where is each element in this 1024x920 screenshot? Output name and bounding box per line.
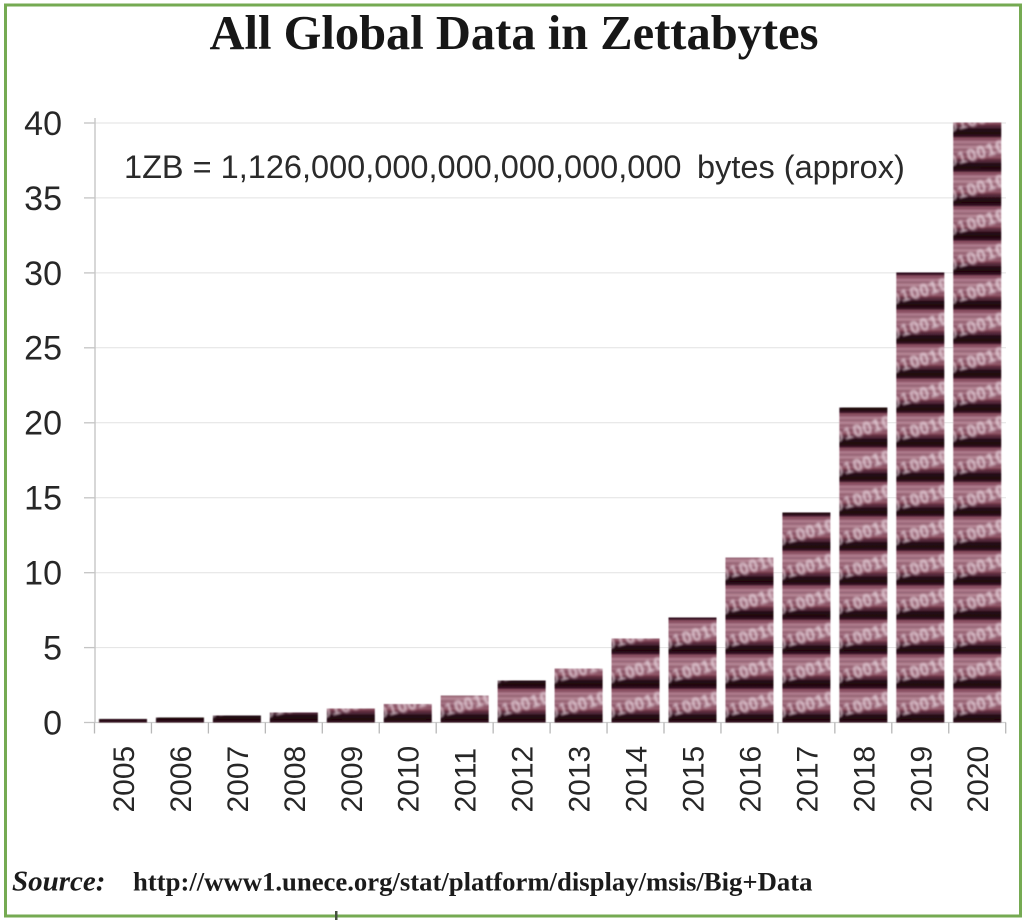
svg-text:0: 0 [43,704,62,742]
svg-text:2016: 2016 [734,746,767,813]
svg-text:35: 35 [24,180,62,218]
svg-text:2010: 2010 [393,746,426,813]
svg-text:2014: 2014 [621,746,654,813]
svg-text:2008: 2008 [279,746,312,813]
svg-text:2017: 2017 [791,746,824,813]
svg-text:2007: 2007 [222,746,255,813]
svg-text:2019: 2019 [905,746,938,813]
svg-text:30: 30 [24,255,62,293]
svg-text:25: 25 [24,330,62,368]
svg-text:All Global Data in Zettabytes: All Global Data in Zettabytes [210,7,819,60]
svg-text:2013: 2013 [564,746,597,813]
svg-text:2005: 2005 [108,746,141,813]
svg-text:2012: 2012 [507,746,540,813]
svg-text:1ZB = 1,126,000,000,000,000,00: 1ZB = 1,126,000,000,000,000,000,000 byte… [124,149,905,185]
svg-text:2015: 2015 [678,746,711,813]
svg-text:2020: 2020 [962,746,995,813]
svg-text:2011: 2011 [450,748,483,813]
svg-text:Source:http://www1.unece.org/s: Source: http://www1.unece.org/stat/platfo… [12,866,812,898]
svg-text:40: 40 [24,105,62,143]
svg-text:2018: 2018 [848,746,881,813]
svg-text:5: 5 [43,630,62,668]
svg-text:2006: 2006 [165,746,198,813]
svg-text:2009: 2009 [336,746,369,813]
svg-text:15: 15 [24,480,62,518]
svg-text:20: 20 [24,405,62,443]
svg-text:10: 10 [24,555,62,593]
